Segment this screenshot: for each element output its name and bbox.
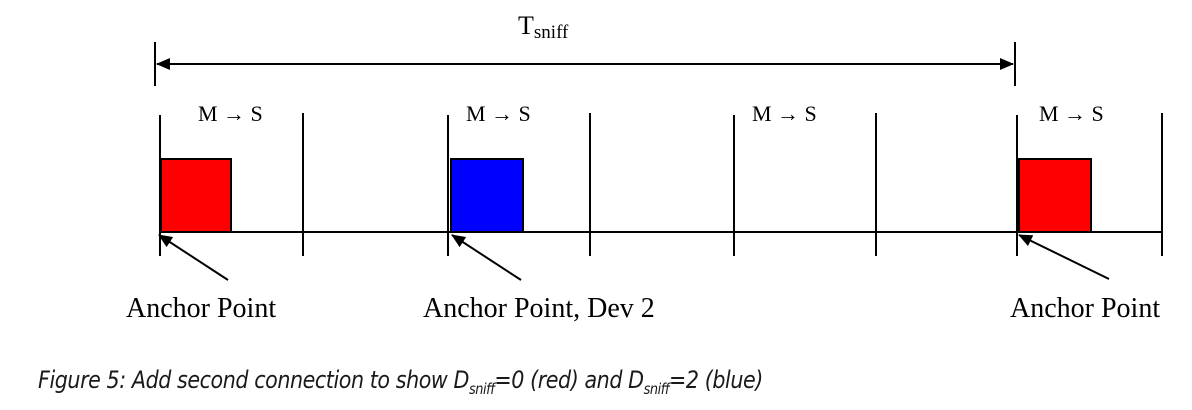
anchor-arrow-3 — [1018, 234, 1110, 280]
caption-part3: =2 (blue) — [669, 366, 763, 394]
period-label: Tsniff — [518, 11, 569, 43]
caption-part1: Figure 5: Add second connection to show … — [38, 366, 469, 394]
packet-red-1 — [160, 158, 232, 233]
slot-label-3: M → S — [752, 101, 817, 126]
anchor-arrow-2 — [451, 234, 522, 281]
slot-boundaries — [159, 113, 1163, 256]
period-label-sub: sniff — [534, 22, 569, 43]
slot-label-1: M → S — [198, 101, 263, 126]
packet-blue — [450, 158, 524, 233]
anchor-arrow-1 — [158, 234, 229, 281]
period-label-main: T — [518, 11, 534, 40]
caption-sub1: sniff — [468, 380, 495, 398]
slot-label-2: M → S — [466, 101, 531, 126]
packet-red-2 — [1018, 158, 1092, 233]
slot-label-4: M → S — [1039, 101, 1104, 126]
caption-sub2: sniff — [643, 380, 670, 398]
anchor-label-3: Anchor Point — [1010, 293, 1160, 324]
caption-part2: =0 (red) and D — [494, 366, 644, 394]
figure-caption: Figure 5: Add second connection to show … — [38, 366, 1018, 398]
anchor-label-1: Anchor Point — [126, 293, 276, 324]
anchor-label-2: Anchor Point, Dev 2 — [423, 293, 655, 324]
